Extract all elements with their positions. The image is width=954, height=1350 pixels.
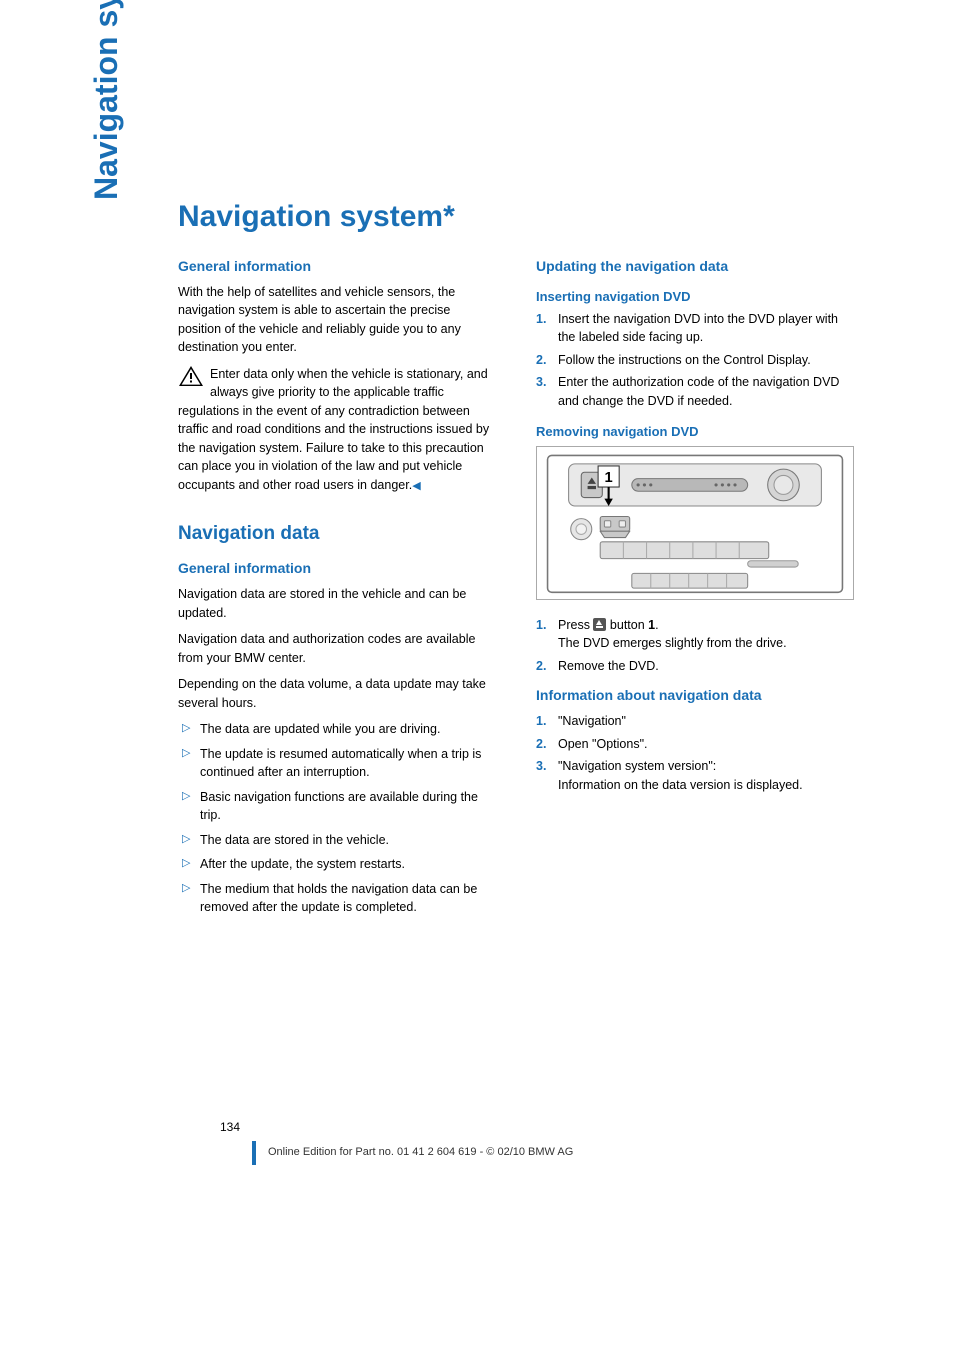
list-item: Follow the instructions on the Control D… — [536, 351, 854, 370]
list-item: Basic navigation functions are available… — [178, 788, 496, 825]
heading-inserting-dvd: Inserting navigation DVD — [536, 287, 854, 306]
text: Press — [558, 618, 593, 632]
heading-updating: Updating the navigation data — [536, 256, 854, 277]
end-marker-icon: ◀ — [412, 480, 420, 492]
right-column: Updating the navigation data Inserting n… — [536, 256, 854, 925]
text: "Navigation system version": — [558, 759, 716, 773]
left-column: General information With the help of sat… — [178, 256, 496, 925]
columns: General information With the help of sat… — [178, 256, 854, 925]
list-item: Insert the navigation DVD into the DVD p… — [536, 310, 854, 347]
numbered-list: Press button 1. The DVD emerges slightly… — [536, 616, 854, 676]
page-title: Navigation system* — [178, 200, 854, 234]
heading-general-info: General information — [178, 256, 496, 277]
numbered-list: Insert the navigation DVD into the DVD p… — [536, 310, 854, 411]
side-tab-label: Navigation system — [88, 0, 125, 200]
heading-navdata-general: General information — [178, 558, 496, 579]
footer-edition-text: Online Edition for Part no. 01 41 2 604 … — [268, 1146, 573, 1158]
numbered-list: "Navigation" Open "Options". "Navigation… — [536, 712, 854, 794]
warning-icon — [178, 365, 204, 387]
heading-removing-dvd: Removing navigation DVD — [536, 422, 854, 441]
page-number: 134 — [220, 1120, 240, 1134]
text: . — [655, 618, 658, 632]
paragraph: Navigation data are stored in the vehicl… — [178, 585, 496, 622]
text: The DVD emerges slightly from the drive. — [558, 636, 787, 650]
list-item: "Navigation system version": Information… — [536, 757, 854, 794]
paragraph: Navigation data and authorization codes … — [178, 630, 496, 667]
paragraph: With the help of satellites and vehicle … — [178, 283, 496, 357]
list-item: The data are stored in the vehicle. — [178, 831, 496, 850]
list-item: Open "Options". — [536, 735, 854, 754]
list-item: Enter the authorization code of the navi… — [536, 373, 854, 410]
footer-accent-bar — [252, 1141, 256, 1165]
paragraph: Depending on the data volume, a data upd… — [178, 675, 496, 712]
list-item: After the update, the system restarts. — [178, 855, 496, 874]
list-item: "Navigation" — [536, 712, 854, 731]
dvd-player-figure: 1 — [536, 446, 854, 601]
text: button — [606, 618, 648, 632]
list-item: The data are updated while you are drivi… — [178, 720, 496, 739]
warning-block: Enter data only when the vehicle is stat… — [178, 365, 496, 495]
heading-navigation-data: Navigation data — [178, 520, 496, 548]
eject-icon — [593, 618, 606, 631]
page: Navigation system Navigation system* Gen… — [0, 0, 954, 1350]
text: Information on the data version is displ… — [558, 778, 803, 792]
bullet-list: The data are updated while you are drivi… — [178, 720, 496, 917]
list-item: The medium that holds the navigation dat… — [178, 880, 496, 917]
heading-info-about-navdata: Information about navigation data — [536, 685, 854, 706]
list-item: The update is resumed automatically when… — [178, 745, 496, 782]
list-item: Remove the DVD. — [536, 657, 854, 676]
svg-text:1: 1 — [605, 469, 613, 485]
main-content: Navigation system* General information W… — [178, 200, 854, 925]
warning-text: Enter data only when the vehicle is stat… — [178, 367, 489, 492]
list-item: Press button 1. The DVD emerges slightly… — [536, 616, 854, 653]
